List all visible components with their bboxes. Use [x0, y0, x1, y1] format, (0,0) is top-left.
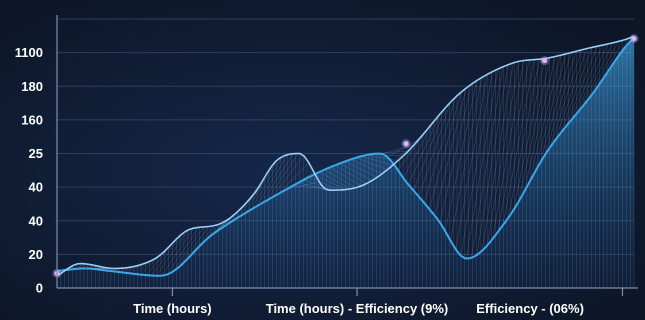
mesh-strand — [329, 167, 362, 187]
mesh-strand — [156, 229, 189, 276]
y-tick-label: 160 — [21, 112, 43, 127]
y-tick-label: 25 — [29, 146, 43, 161]
mesh-strand — [403, 120, 435, 178]
mesh-strand — [361, 156, 393, 166]
mesh-strand — [293, 185, 325, 189]
mesh-strand — [161, 228, 194, 276]
mesh-strand — [392, 132, 425, 163]
mesh-strand — [507, 59, 540, 219]
y-tick-label: 180 — [21, 79, 43, 94]
mesh-strand — [256, 154, 288, 207]
mesh-strand — [308, 177, 341, 191]
mesh-strand — [334, 165, 367, 184]
mesh-strand — [324, 169, 357, 188]
mesh-strand — [261, 153, 294, 204]
mesh-strand — [581, 42, 614, 108]
mesh-strand — [523, 56, 556, 193]
mesh-strand — [287, 181, 320, 189]
mesh-strand — [413, 107, 446, 191]
mesh-strand — [476, 64, 509, 256]
mesh-strand — [586, 41, 619, 102]
mesh-strand — [591, 39, 624, 95]
mesh-strand — [544, 51, 577, 156]
mesh-strand — [528, 55, 561, 183]
data-marker — [403, 141, 409, 147]
mesh-strand — [555, 48, 587, 141]
mesh-strand — [576, 43, 608, 115]
mesh-strand — [408, 114, 441, 185]
mesh-strand — [313, 174, 346, 190]
mesh-strand — [277, 162, 309, 195]
mesh-strand — [455, 74, 488, 250]
mesh-strand — [350, 159, 383, 174]
mesh-strand — [423, 97, 456, 203]
mesh-strand — [471, 66, 504, 258]
mesh-strand — [366, 154, 398, 161]
mesh-strand — [460, 71, 493, 256]
y-tick-label: 40 — [29, 213, 43, 228]
mesh-strand — [539, 52, 572, 164]
x-tick-label: Efficiency - (06%) — [476, 301, 584, 316]
mesh-strand — [303, 179, 336, 191]
mesh-strand — [177, 226, 210, 269]
y-tick-label: 40 — [29, 180, 43, 195]
mesh-strand — [250, 156, 283, 210]
series-a-area — [57, 38, 634, 289]
x-tick-label: Time (hours) — [133, 301, 212, 316]
mesh-strand — [502, 59, 535, 226]
mesh-strand — [172, 226, 205, 273]
mesh-strand — [549, 49, 582, 148]
mesh-strand — [497, 59, 530, 233]
y-tick-label: 1100 — [15, 45, 43, 60]
mesh-strand — [340, 163, 372, 181]
y-tick-label: 20 — [29, 247, 43, 262]
mesh-strand — [151, 233, 184, 276]
y-tick-label: 0 — [36, 281, 43, 296]
mesh-strand — [534, 53, 567, 174]
data-marker — [541, 57, 548, 64]
mesh-strand — [166, 227, 199, 275]
mesh-strand — [418, 102, 451, 197]
mesh-strand — [486, 61, 519, 246]
mesh-strand — [560, 47, 593, 134]
mesh-strand — [319, 171, 351, 190]
series-a-line — [56, 37, 635, 277]
mesh-strand — [444, 80, 477, 232]
x-tick-label: Time (hours) - Efficiency (9%) — [266, 301, 449, 316]
mesh-strand — [271, 155, 304, 198]
mesh-strand — [492, 60, 525, 240]
mesh-strand — [518, 57, 551, 202]
mesh-strand — [387, 139, 420, 158]
mesh-strand — [355, 157, 388, 170]
mesh-strand — [434, 88, 467, 216]
mesh-strand — [245, 159, 278, 213]
mesh-strand — [429, 92, 462, 210]
mesh-strand — [513, 58, 546, 211]
mesh-strand — [439, 84, 472, 223]
mesh-strand — [570, 45, 603, 121]
mesh-strand — [382, 145, 414, 155]
series-b-line — [56, 35, 635, 277]
mesh-strand — [565, 46, 598, 127]
mesh-strand — [450, 77, 483, 241]
data-marker — [631, 35, 637, 42]
mesh-strand — [266, 153, 299, 201]
mesh-strand — [465, 69, 498, 259]
mesh-strand — [481, 62, 514, 251]
mesh-strand — [345, 161, 378, 178]
